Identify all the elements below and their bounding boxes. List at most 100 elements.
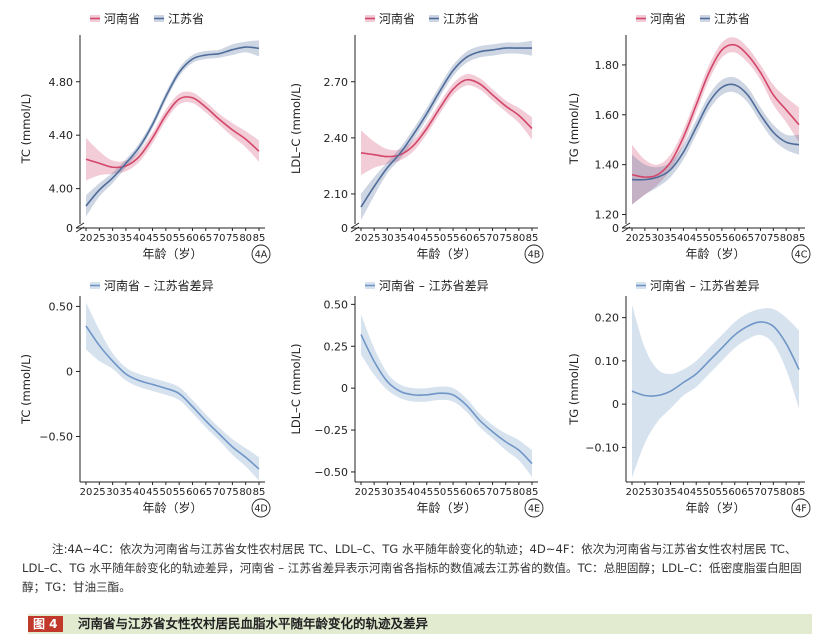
x-tick-label-4d: 65 <box>199 487 212 498</box>
x-tick-label-4b: 60 <box>460 233 473 244</box>
panel-badge-4c: 4C <box>795 250 808 261</box>
x-tick-label-4b: 30 <box>381 233 394 244</box>
x-tick-label-4b: 20 <box>355 233 368 244</box>
figure-title: 河南省与江苏省女性农村居民血脂水平随年龄变化的轨迹及差异 <box>78 616 429 631</box>
x-tick-label-4a: 80 <box>239 233 252 244</box>
x-tick-label-4a: 30 <box>106 233 119 244</box>
y-tick-label-4a: 4.00 <box>49 183 74 196</box>
series-line-4b-0 <box>360 78 533 158</box>
legend-label-4a: 河南省 <box>104 11 140 26</box>
x-axis-label-4e: 年龄（岁） <box>416 500 476 515</box>
panel-badge-circle-4e <box>524 498 544 518</box>
x-tick-label-4b: 55 <box>447 233 460 244</box>
x-tick-label-4b: 85 <box>526 233 539 244</box>
y-axis-label-4e: LDL–C (mmol/L) <box>289 344 303 435</box>
x-tick-label-4d: 55 <box>173 487 186 498</box>
x-tick-label-4b: 75 <box>499 233 512 244</box>
x-tick-label-4e: 65 <box>473 487 486 498</box>
x-tick-label-4f: 75 <box>767 487 780 498</box>
legend-label-4b: 江苏省 <box>443 12 479 26</box>
panel-badge-circle-4b <box>524 244 544 264</box>
x-tick-label-4d: 85 <box>253 487 266 498</box>
x-tick-label-4d: 60 <box>186 487 199 498</box>
y-tick-label-4a: 4.40 <box>49 129 74 142</box>
x-tick-label-4d: 45 <box>146 487 159 498</box>
panel-badge-4d: 4D <box>254 504 267 515</box>
x-tick-label-4f: 80 <box>780 487 793 498</box>
x-tick-label-4e: 30 <box>381 487 394 498</box>
y-axis-label-4a: TC (mmol/L) <box>19 94 33 165</box>
panel-badge-4e: 4E <box>528 504 540 515</box>
x-tick-label-4d: 50 <box>159 487 172 498</box>
x-tick-label-4d: 80 <box>239 487 252 498</box>
x-tick-label-4d: 70 <box>213 487 226 498</box>
figure-label: 图 4 <box>28 616 63 632</box>
confidence-band-4e-0 <box>361 314 532 477</box>
legend-label-4e: 河南省 – 江苏省差异 <box>379 278 489 293</box>
confidence-band-4a-0 <box>86 91 259 181</box>
x-tick-label-4f: 85 <box>793 487 806 498</box>
y-tick-label-4d: 0.50 <box>49 300 74 313</box>
confidence-band-4b-1 <box>361 40 532 221</box>
x-tick-label-4f: 25 <box>638 487 651 498</box>
y-axis-label-4f: TG (mmol/L) <box>567 353 581 425</box>
x-tick-label-4e: 70 <box>486 487 499 498</box>
legend-label-4b: 河南省 <box>379 11 415 26</box>
panel-badge-circle-4f <box>791 498 811 518</box>
series-line-4d-0 <box>85 325 260 470</box>
x-tick-label-4c: 60 <box>728 233 741 244</box>
series-line-4a-1 <box>85 46 260 207</box>
series-line-4f-0 <box>631 321 800 397</box>
x-tick-label-4c: 65 <box>741 233 754 244</box>
y-tick-label-4e: 0.25 <box>324 340 349 353</box>
x-tick-label-4f: 70 <box>754 487 767 498</box>
x-tick-label-4c: 50 <box>703 233 716 244</box>
x-tick-label-4b: 50 <box>434 233 447 244</box>
figure-note: 注:4A~4C：依次为河南省与江苏省女性农村居民 TC、LDL–C、TG 水平随… <box>22 542 802 594</box>
panel-badge-4f: 4F <box>795 504 807 515</box>
panel-badge-circle-4a <box>251 244 271 264</box>
legend-label-4c: 江苏省 <box>714 12 750 26</box>
x-tick-label-4f: 60 <box>728 487 741 498</box>
x-tick-label-4c: 55 <box>716 233 729 244</box>
x-tick-label-4f: 65 <box>741 487 754 498</box>
panel-badge-4b: 4B <box>528 250 541 261</box>
series-line-4e-0 <box>360 334 533 465</box>
x-tick-label-4a: 50 <box>159 233 172 244</box>
x-tick-label-4a: 35 <box>120 233 133 244</box>
x-tick-label-4c: 45 <box>690 233 703 244</box>
y-axis-label-4d: TC (mmol/L) <box>19 354 33 425</box>
legend-label-4d: 河南省 – 江苏省差异 <box>104 278 214 293</box>
x-tick-label-4d: 75 <box>226 487 239 498</box>
x-tick-label-4f: 30 <box>651 487 664 498</box>
y-tick-label-4b: 2.40 <box>324 132 349 145</box>
x-tick-label-4e: 75 <box>499 487 512 498</box>
series-line-4c-0 <box>631 43 800 178</box>
y-tick-label-4c: 1.20 <box>595 209 620 222</box>
x-tick-label-4c: 20 <box>626 233 639 244</box>
series-line-4a-0 <box>85 96 260 169</box>
x-tick-label-4e: 80 <box>512 487 525 498</box>
x-tick-label-4e: 20 <box>355 487 368 498</box>
confidence-band-4c-0 <box>632 37 799 205</box>
x-tick-label-4e: 25 <box>368 487 381 498</box>
x-tick-label-4f: 40 <box>677 487 690 498</box>
y-tick-label-4c: 1.80 <box>595 59 620 72</box>
x-axis-label-4d: 年龄（岁） <box>142 500 202 515</box>
x-axis-label-4a: 年龄（岁） <box>142 246 202 261</box>
x-tick-label-4e: 35 <box>394 487 407 498</box>
x-tick-label-4f: 45 <box>690 487 703 498</box>
panel-badge-circle-4c <box>791 244 811 264</box>
x-tick-label-4b: 25 <box>368 233 381 244</box>
series-line-4b-1 <box>360 47 532 208</box>
y-tick-label-4f: 0.10 <box>595 355 620 368</box>
chart-4a: 0 20 25 30 35 40 45 50 55 60 65 70 75 80 85 4.00 4.40 4.8… <box>19 11 271 264</box>
x-tick-label-4c: 40 <box>677 233 690 244</box>
x-tick-label-4a: 25 <box>93 233 106 244</box>
x-tick-label-4a: 45 <box>146 233 159 244</box>
x-tick-label-4d: 20 <box>80 487 93 498</box>
x-tick-label-4b: 45 <box>420 233 433 244</box>
legend-label-4c: 河南省 <box>650 11 686 26</box>
x-tick-label-4a: 65 <box>199 233 212 244</box>
figure-caption: 图 4 河南省与江苏省女性农村居民血脂水平随年龄变化的轨迹及差异 <box>28 614 812 634</box>
